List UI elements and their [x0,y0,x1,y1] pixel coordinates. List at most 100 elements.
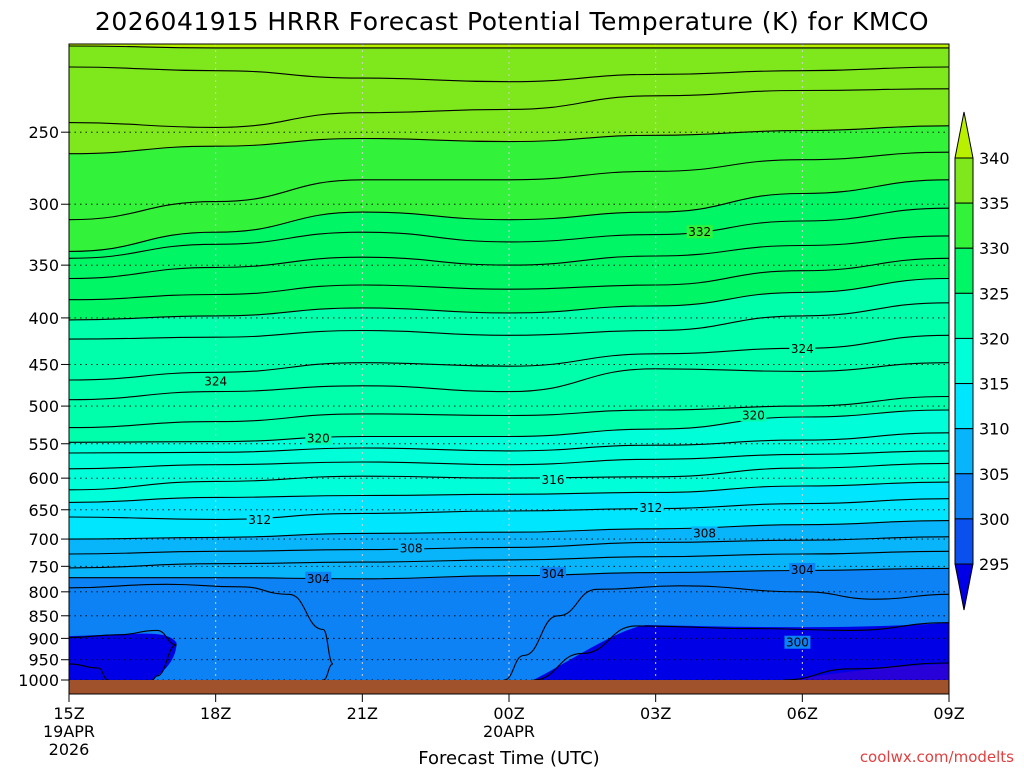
low-contour-5 [782,662,949,681]
colorbar-segment [954,383,974,430]
colorbar-segment [954,518,974,565]
low-contour-2 [69,629,177,681]
colorbar-tick-label: 315 [979,375,1010,394]
colorbar-tick-label: 335 [979,194,1010,213]
colorbar-top-arrow [954,111,974,159]
x-axis-label: Forecast Time (UTC) [418,748,599,768]
contour-336 [69,88,949,128]
y-tick-label: 400 [28,309,59,328]
x-tick-label: 00Z [493,704,524,723]
coldest-pocket [792,663,949,680]
contour-label-bg [305,431,332,445]
contour-label: 332 [688,225,711,239]
contour-319 [69,432,949,454]
x-tick-label: 06Z [787,704,818,723]
colorbar: 340 335 330 325 320 315 310 305 300 295 [954,111,1010,611]
contour-label-bg [305,571,332,585]
colorbar-tick-label: 320 [979,329,1010,348]
y-tick-label: 500 [28,397,59,416]
contour-314 [69,481,949,503]
low-contour-0 [69,583,334,681]
contour-332 [69,151,949,221]
contour-label-bg [691,526,718,540]
x-tick-sublabel: 20APR [483,722,535,741]
colorbar-segment [954,157,974,204]
theta-contours [69,45,949,681]
x-tick-sublabel: 19APR [43,722,95,741]
contour-308 [69,536,949,555]
plot-area: 332 324 324 320 320 316 312 312 308 308 304 304 304 3… [69,44,949,694]
colorbar-bottom-arrow [954,563,974,611]
y-tick-label: 250 [28,123,59,142]
contour-320 [69,409,949,443]
contour-label-bg [637,500,664,514]
cold-pool-right [533,622,949,680]
contour-label-bg [202,374,229,388]
contour-306 [69,550,949,569]
contour-label-bg [398,541,425,555]
colorbar-segment [954,247,974,294]
contour-323 [69,362,949,401]
x-tick-label: 15Z [53,704,84,723]
y-tick-label: 800 [28,583,59,602]
contour-label-bg [540,473,566,487]
y-tick-label: 900 [28,629,59,648]
y-tick-label: 1000 [18,671,59,690]
low-contour-4 [69,663,109,681]
contour-label: 304 [791,563,814,577]
x-tick-label: 18Z [200,704,231,723]
y-tick-label: 550 [28,435,59,454]
contour-label: 320 [307,432,330,446]
contour-325 [69,277,949,321]
ground-strip [69,680,949,694]
y-tick-label: 600 [28,469,59,488]
contour-316 [69,462,949,491]
contour-label: 304 [542,567,565,581]
y-tick-label: 700 [28,530,59,549]
contour-label-bg [740,408,767,422]
colorbar-tick-label: 340 [979,149,1010,168]
low-theta-pockets [69,586,949,680]
contour-label: 308 [400,542,423,556]
contour-label-bg [789,342,816,356]
colorbar-tick-label: 310 [979,420,1010,439]
contour-321 [69,395,949,429]
colorbar-tick-label: 325 [979,284,1010,303]
x-tick-label: 21Z [347,704,378,723]
contour-326 [69,257,949,301]
contour-label: 324 [791,342,814,356]
y-tick-label: 850 [28,607,59,626]
x-tick-label: 03Z [640,704,671,723]
credit-link[interactable]: coolwx.com/modelts [860,748,1014,766]
x-tick-label: 09Z [933,704,964,723]
contour-312 [69,498,949,520]
contour-334 [69,125,949,155]
contour-label: 304 [307,572,330,586]
colorbar-segment [954,473,974,520]
contour-label-bg [784,635,811,649]
low-contour-1 [503,585,949,681]
contour-324.5 [69,302,949,340]
y-tick-label: 750 [28,557,59,576]
colorbar-segment [954,428,974,475]
chart-title: 2026041915 HRRR Forecast Potential Tempe… [95,7,929,36]
contour-label-bg [246,512,273,526]
contour-327 [69,235,949,280]
contour-label-bg [686,225,713,239]
contour-labels: 332 324 324 320 320 316 312 312 308 308 304 304 304 3… [202,225,816,650]
colorbar-segment [954,202,974,249]
contour-310 [69,520,949,540]
contour-label: 324 [204,375,227,389]
contour-label: 308 [693,526,716,540]
contour-338 [69,66,949,83]
colorbar-tick-label: 300 [979,510,1010,529]
contour-318 [69,450,949,470]
contour-340 [69,45,949,49]
colorbar-segment [954,292,974,339]
colorbar-segment [954,337,974,385]
colorbar-tick-label: 305 [979,465,1010,484]
contour-label: 320 [742,408,765,422]
contour-label-bg [789,562,816,576]
contour-label: 312 [639,501,662,515]
